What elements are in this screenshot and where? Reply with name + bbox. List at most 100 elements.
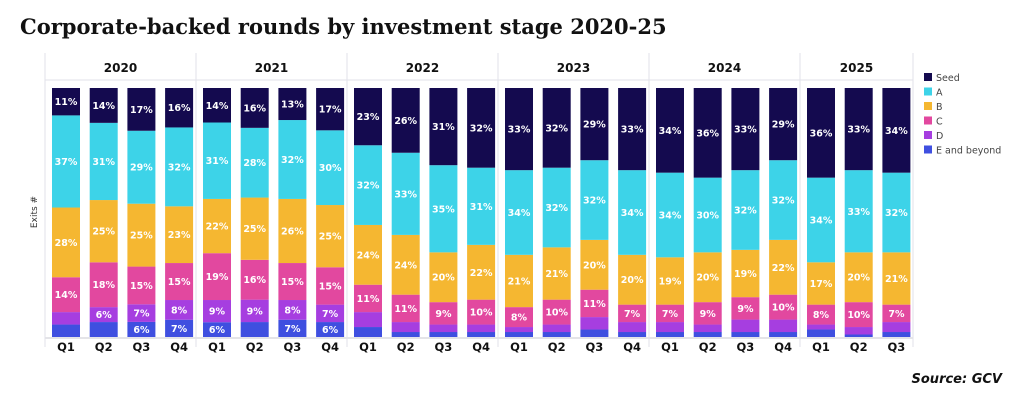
bar-2021-Q3-e-and-beyond — [278, 319, 307, 337]
bar-2023-Q3-seed — [580, 88, 609, 161]
bar-2023-Q3-a — [580, 160, 609, 240]
data-label: 31% — [432, 122, 455, 133]
data-label: 31% — [470, 202, 493, 213]
legend-label: E and beyond — [936, 146, 1001, 157]
bar-2021-Q1-d — [203, 300, 231, 323]
bar-2023-Q2-e-and-beyond — [542, 332, 571, 337]
bar-2023-Q4-c — [618, 304, 647, 323]
data-label: 29% — [772, 120, 795, 131]
data-label: 29% — [583, 120, 606, 131]
bar-2021-Q2-seed — [240, 88, 269, 128]
bar-2022-Q2-a — [391, 152, 420, 235]
bar-2024-Q4-d — [769, 319, 798, 333]
bar-2023-Q4-a — [618, 170, 647, 255]
data-label: 6% — [133, 325, 150, 336]
bar-2022-Q2-b — [391, 234, 420, 295]
bar-2023-Q2-c — [542, 299, 571, 325]
bar-2022-Q1-e-and-beyond — [354, 327, 382, 337]
data-label: 18% — [92, 280, 115, 291]
data-label: 33% — [734, 125, 757, 136]
bar-2025-Q3-e-and-beyond — [882, 332, 911, 337]
bar-2020-Q1-e-and-beyond — [52, 324, 80, 337]
data-label: 17% — [319, 105, 342, 116]
bar-2020-Q3-d — [127, 304, 156, 322]
bar-2024-Q1-c — [656, 304, 684, 323]
data-label: 34% — [621, 208, 644, 219]
data-label: 7% — [133, 309, 150, 320]
bar-2024-Q1-b — [656, 257, 684, 305]
data-label: 34% — [659, 210, 682, 221]
quarter-label: Q3 — [435, 340, 453, 354]
legend-swatch-seed — [924, 73, 932, 81]
bar-2022-Q1-c — [354, 284, 382, 313]
bar-2022-Q4-a — [467, 167, 496, 245]
bar-2024-Q3-c — [731, 297, 760, 320]
bar-2025-Q2-d — [844, 327, 873, 335]
bar-2022-Q4-e-and-beyond — [467, 332, 496, 337]
bar-2020-Q2-c — [89, 262, 118, 308]
legend-label: C — [936, 117, 943, 128]
data-label: 32% — [357, 181, 380, 192]
bar-2023-Q1-d — [505, 327, 533, 333]
bar-2020-Q1-a — [52, 115, 80, 208]
data-label: 34% — [508, 208, 531, 219]
bar-2022-Q3-e-and-beyond — [429, 332, 458, 337]
data-label: 34% — [659, 126, 682, 137]
data-label: 25% — [130, 231, 153, 242]
data-label: 13% — [281, 100, 304, 111]
legend-label: D — [936, 131, 943, 142]
data-label: 14% — [92, 101, 115, 112]
data-label: 19% — [734, 269, 757, 280]
bar-2021-Q3-b — [278, 198, 307, 264]
data-label: 25% — [243, 224, 266, 235]
bar-2023-Q1-seed — [505, 88, 533, 171]
data-label: 36% — [810, 128, 833, 139]
bar-2021-Q4-c — [316, 267, 345, 305]
bar-2024-Q1-a — [656, 172, 684, 258]
bar-2023-Q1-e-and-beyond — [505, 332, 533, 337]
data-label: 7% — [284, 324, 301, 335]
data-label: 19% — [659, 276, 682, 287]
bar-2025-Q2-e-and-beyond — [844, 334, 873, 337]
data-label: 7% — [888, 309, 905, 320]
data-label: 25% — [92, 227, 115, 238]
bar-2025-Q3-seed — [882, 88, 911, 173]
bar-2020-Q1-b — [52, 207, 80, 278]
bar-2025-Q2-a — [844, 170, 873, 253]
quarter-label: Q4 — [623, 340, 641, 354]
data-label: 20% — [432, 273, 455, 284]
data-label: 11% — [55, 97, 78, 108]
data-label: 21% — [508, 276, 531, 287]
data-label: 7% — [624, 309, 641, 320]
legend-swatch-a — [924, 87, 932, 96]
bar-2021-Q2-c — [240, 259, 269, 300]
quarter-label: Q4 — [321, 340, 339, 354]
data-label: 10% — [545, 308, 568, 319]
data-label: 10% — [470, 308, 493, 319]
bar-2020-Q3-a — [127, 130, 156, 204]
bar-2023-Q2-d — [542, 324, 571, 333]
data-label: 32% — [168, 162, 191, 173]
bar-2020-Q4-d — [165, 300, 194, 320]
bar-2024-Q1-e-and-beyond — [656, 332, 684, 337]
data-label: 9% — [700, 309, 717, 320]
bar-2020-Q3-b — [127, 203, 156, 267]
quarter-label: Q2 — [246, 340, 264, 354]
data-label: 10% — [847, 310, 870, 321]
quarter-label: Q2 — [397, 340, 415, 354]
data-label: 11% — [394, 304, 417, 315]
bar-2021-Q1-c — [203, 253, 231, 301]
data-label: 24% — [357, 250, 380, 261]
data-label: 7% — [662, 309, 679, 320]
bar-2025-Q1-seed — [807, 88, 835, 178]
data-label: 28% — [243, 158, 266, 169]
data-label: 25% — [319, 232, 342, 243]
quarter-label: Q2 — [850, 340, 868, 354]
data-label: 10% — [772, 303, 795, 314]
bar-2021-Q4-a — [316, 130, 345, 206]
data-label: 35% — [432, 204, 455, 215]
bar-2024-Q3-b — [731, 249, 760, 298]
bar-2024-Q4-seed — [769, 88, 798, 161]
data-label: 9% — [737, 304, 754, 315]
